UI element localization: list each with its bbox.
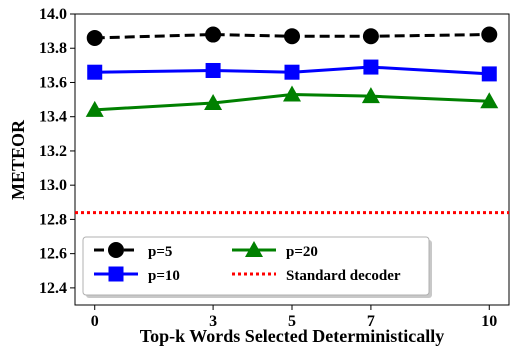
y-tick-label: 13.0 — [39, 177, 67, 194]
data-point — [283, 85, 301, 102]
series-group — [85, 26, 499, 117]
data-point — [481, 26, 498, 43]
data-point — [363, 59, 379, 75]
legend-handle-marker — [245, 241, 263, 257]
legend-handle-marker — [108, 242, 124, 258]
x-axis-title: Top-k Words Selected Deterministically — [140, 326, 445, 346]
data-point — [480, 92, 499, 109]
data-point — [284, 64, 300, 80]
y-tick-label: 12.8 — [39, 211, 67, 228]
y-tick-label: 13.2 — [39, 143, 67, 160]
y-tick-label: 13.4 — [39, 109, 67, 126]
legend: p=5 p=10 p=20 Standard decoder — [82, 236, 432, 298]
x-tick-label: 7 — [367, 313, 375, 330]
x-tick-label: 5 — [288, 313, 296, 330]
data-point — [362, 28, 379, 45]
y-tick-label: 13.8 — [39, 40, 67, 57]
data-point — [87, 64, 103, 80]
series-p10 — [87, 59, 497, 82]
x-tick-label: 3 — [209, 313, 217, 330]
legend-label-p5: p=5 — [148, 244, 172, 260]
data-point — [204, 94, 223, 111]
y-tick-label: 14.0 — [39, 6, 67, 23]
data-point — [205, 62, 221, 78]
legend-label-p20: p=20 — [286, 244, 318, 260]
y-tick-label: 12.4 — [39, 280, 67, 297]
data-point — [284, 28, 300, 45]
legend-label-standard-decoder: Standard decoder — [286, 268, 401, 284]
x-tick-label: 10 — [481, 313, 497, 330]
legend-label-p10: p=10 — [148, 268, 180, 284]
data-point — [481, 66, 497, 82]
y-tick-label: 12.6 — [39, 246, 67, 263]
data-point — [86, 29, 103, 46]
series-p5 — [86, 26, 498, 46]
x-axis: 0 3 5 7 10 — [91, 305, 497, 330]
y-axis: 12.4 12.6 12.8 13.0 13.2 13.4 13.6 13.8 14.0 — [39, 6, 75, 297]
data-point — [205, 26, 222, 43]
data-point — [85, 100, 104, 117]
y-tick-label: 13.6 — [39, 74, 67, 91]
series-p20 — [85, 85, 499, 117]
data-point — [361, 87, 380, 104]
x-tick-label: 0 — [91, 313, 99, 330]
legend-handle-marker — [108, 266, 124, 282]
y-axis-title: METEOR — [8, 119, 28, 200]
legend-box — [82, 236, 430, 296]
